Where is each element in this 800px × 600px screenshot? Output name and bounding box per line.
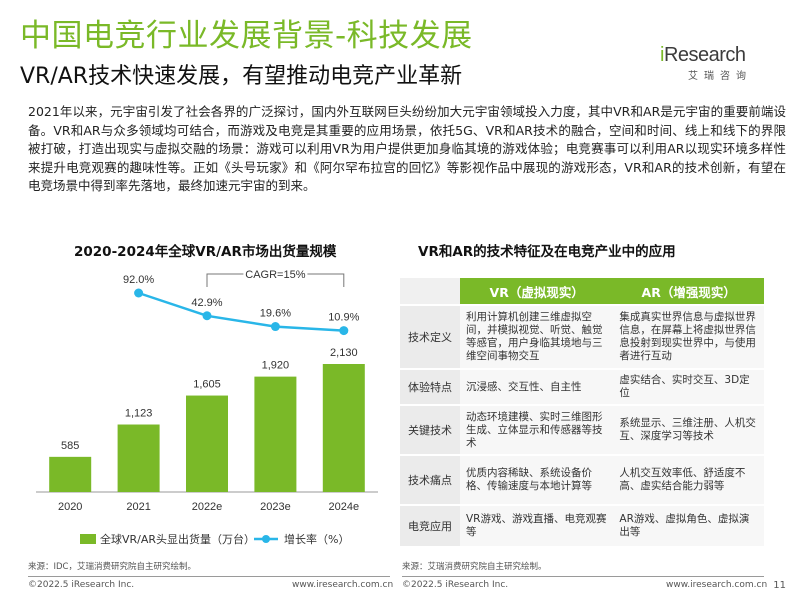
table-row: 体验特点 沉浸感、交互性、自主性 虚实结合、实时交互、3D定位 — [400, 370, 764, 404]
bar-value-label: 1,605 — [193, 379, 221, 391]
table-cell: 利用计算机创建三维虚拟空间，并模拟视觉、听觉、触觉等感官，用户身临其境地与三维空… — [460, 306, 614, 368]
table-cell: VR游戏、游戏直播、电竞观赛等 — [460, 506, 614, 546]
table-cell: 系统显示、三维注册、人机交互、深度学习等技术 — [613, 406, 764, 454]
page-subtitle: VR/AR技术快速发展，有望推动电竞产业革新 — [20, 64, 463, 89]
legend-label-bar: 全球VR/AR头显出货量（万台） — [100, 532, 255, 546]
x-tick-label: 2024e — [329, 501, 360, 513]
table-title: VR和AR的技术特征及在电竞产业中的应用 — [418, 244, 676, 260]
bar — [322, 364, 365, 492]
table-cell: 沉浸感、交互性、自主性 — [460, 370, 614, 404]
chart-source: 来源：IDC，艾瑞消费研究院自主研究绘制。 — [28, 562, 196, 572]
table-cell: 集成真实世界信息与虚拟世界信息，在屏幕上将虚拟世界信息投射到现实世界中，与使用者… — [613, 306, 764, 368]
footer-divider — [402, 576, 764, 577]
x-tick-label: 2023e — [260, 501, 291, 513]
table-cell: 优质内容稀缺、系统设备价格、传输速度与本地计算等 — [460, 456, 614, 504]
table-cell: AR游戏、虚拟角色、虚拟演出等 — [613, 506, 764, 546]
cagr-label: CAGR=15% — [245, 269, 305, 281]
footer-url: www.iresearch.com.cn — [666, 580, 768, 590]
x-tick-label: 2022e — [192, 501, 223, 513]
x-tick-label: 2021 — [126, 501, 150, 513]
table-cell: 虚实结合、实时交互、3D定位 — [613, 370, 764, 404]
column-header-ar: AR（增强现实） — [613, 278, 764, 304]
vr-ar-table: VR（虚拟现实） AR（增强现实） 技术定义 利用计算机创建三维虚拟空间，并模拟… — [400, 276, 764, 548]
row-header: 体验特点 — [400, 370, 460, 404]
growth-value-label: 92.0% — [123, 274, 154, 286]
growth-value-label: 10.9% — [328, 312, 359, 324]
row-header: 技术定义 — [400, 306, 460, 368]
logo-wordmark: iResearch — [660, 44, 746, 66]
bar — [186, 395, 228, 492]
shipment-chart: 585 2020 1,123 2021 1,605 2022e 1,920 2023e 2,13… — [36, 267, 378, 546]
legend-swatch-bar — [80, 534, 96, 544]
row-header: 技术痛点 — [400, 456, 460, 504]
legend-marker-growth — [262, 535, 270, 543]
bar-value-label: 1,920 — [262, 360, 290, 372]
footer-copyright: ©2022.5 iResearch Inc. — [402, 580, 509, 590]
bar — [254, 376, 297, 492]
table-row: 技术定义 利用计算机创建三维虚拟空间，并模拟视觉、听觉、触觉等感官，用户身临其境… — [400, 306, 764, 368]
bar-value-label: 1,123 — [125, 408, 153, 420]
row-header: 电竞应用 — [400, 506, 460, 546]
table-source: 来源：艾瑞消费研究院自主研究绘制。 — [402, 562, 547, 572]
growth-point — [202, 311, 212, 321]
legend-label-growth: 增长率（%） — [284, 532, 349, 546]
table-corner — [400, 278, 460, 304]
bar-value-label: 585 — [61, 440, 79, 452]
row-header: 关键技术 — [400, 406, 460, 454]
growth-value-label: 19.6% — [260, 308, 291, 320]
table-cell: 人机交互效率低、舒适度不高、虚实结合能力弱等 — [613, 456, 764, 504]
cagr-label-bg — [243, 267, 308, 281]
footer-divider — [28, 576, 390, 577]
growth-value-label: 42.9% — [191, 297, 222, 309]
footer-url: www.iresearch.com.cn — [292, 580, 394, 590]
logo-subtitle: 艾瑞咨询 — [688, 71, 752, 82]
table-row: 关键技术 动态环境建模、实时三维图形生成、立体显示和传感器等技术 系统显示、三维… — [400, 406, 764, 454]
bar — [117, 424, 160, 492]
footer-copyright: ©2022.5 iResearch Inc. — [28, 580, 135, 590]
growth-point — [270, 322, 280, 332]
bar-value-label: 2,130 — [330, 347, 358, 359]
column-header-vr: VR（虚拟现实） — [460, 278, 614, 304]
x-tick-label: 2020 — [58, 501, 82, 513]
bar — [49, 456, 92, 492]
table-row: 电竞应用 VR游戏、游戏直播、电竞观赛等 AR游戏、虚拟角色、虚拟演出等 — [400, 506, 764, 546]
growth-point — [339, 326, 349, 336]
iresearch-logo: iResearch 艾瑞咨询 — [660, 44, 756, 84]
table-cell: 动态环境建模、实时三维图形生成、立体显示和传感器等技术 — [460, 406, 614, 454]
chart-title: 2020-2024年全球VR/AR市场出货量规模 — [74, 244, 337, 260]
growth-line — [138, 291, 344, 332]
page-title: 中国电竞行业发展背景-科技发展 — [20, 18, 473, 54]
table-row: 技术痛点 优质内容稀缺、系统设备价格、传输速度与本地计算等 人机交互效率低、舒适… — [400, 456, 764, 504]
intro-paragraph: 2021年以来，元宇宙引发了社会各界的广泛探讨，国内外互联网巨头纷纷加大元宇宙领… — [28, 104, 786, 193]
page-number: 11 — [773, 580, 786, 591]
growth-point — [134, 288, 144, 298]
